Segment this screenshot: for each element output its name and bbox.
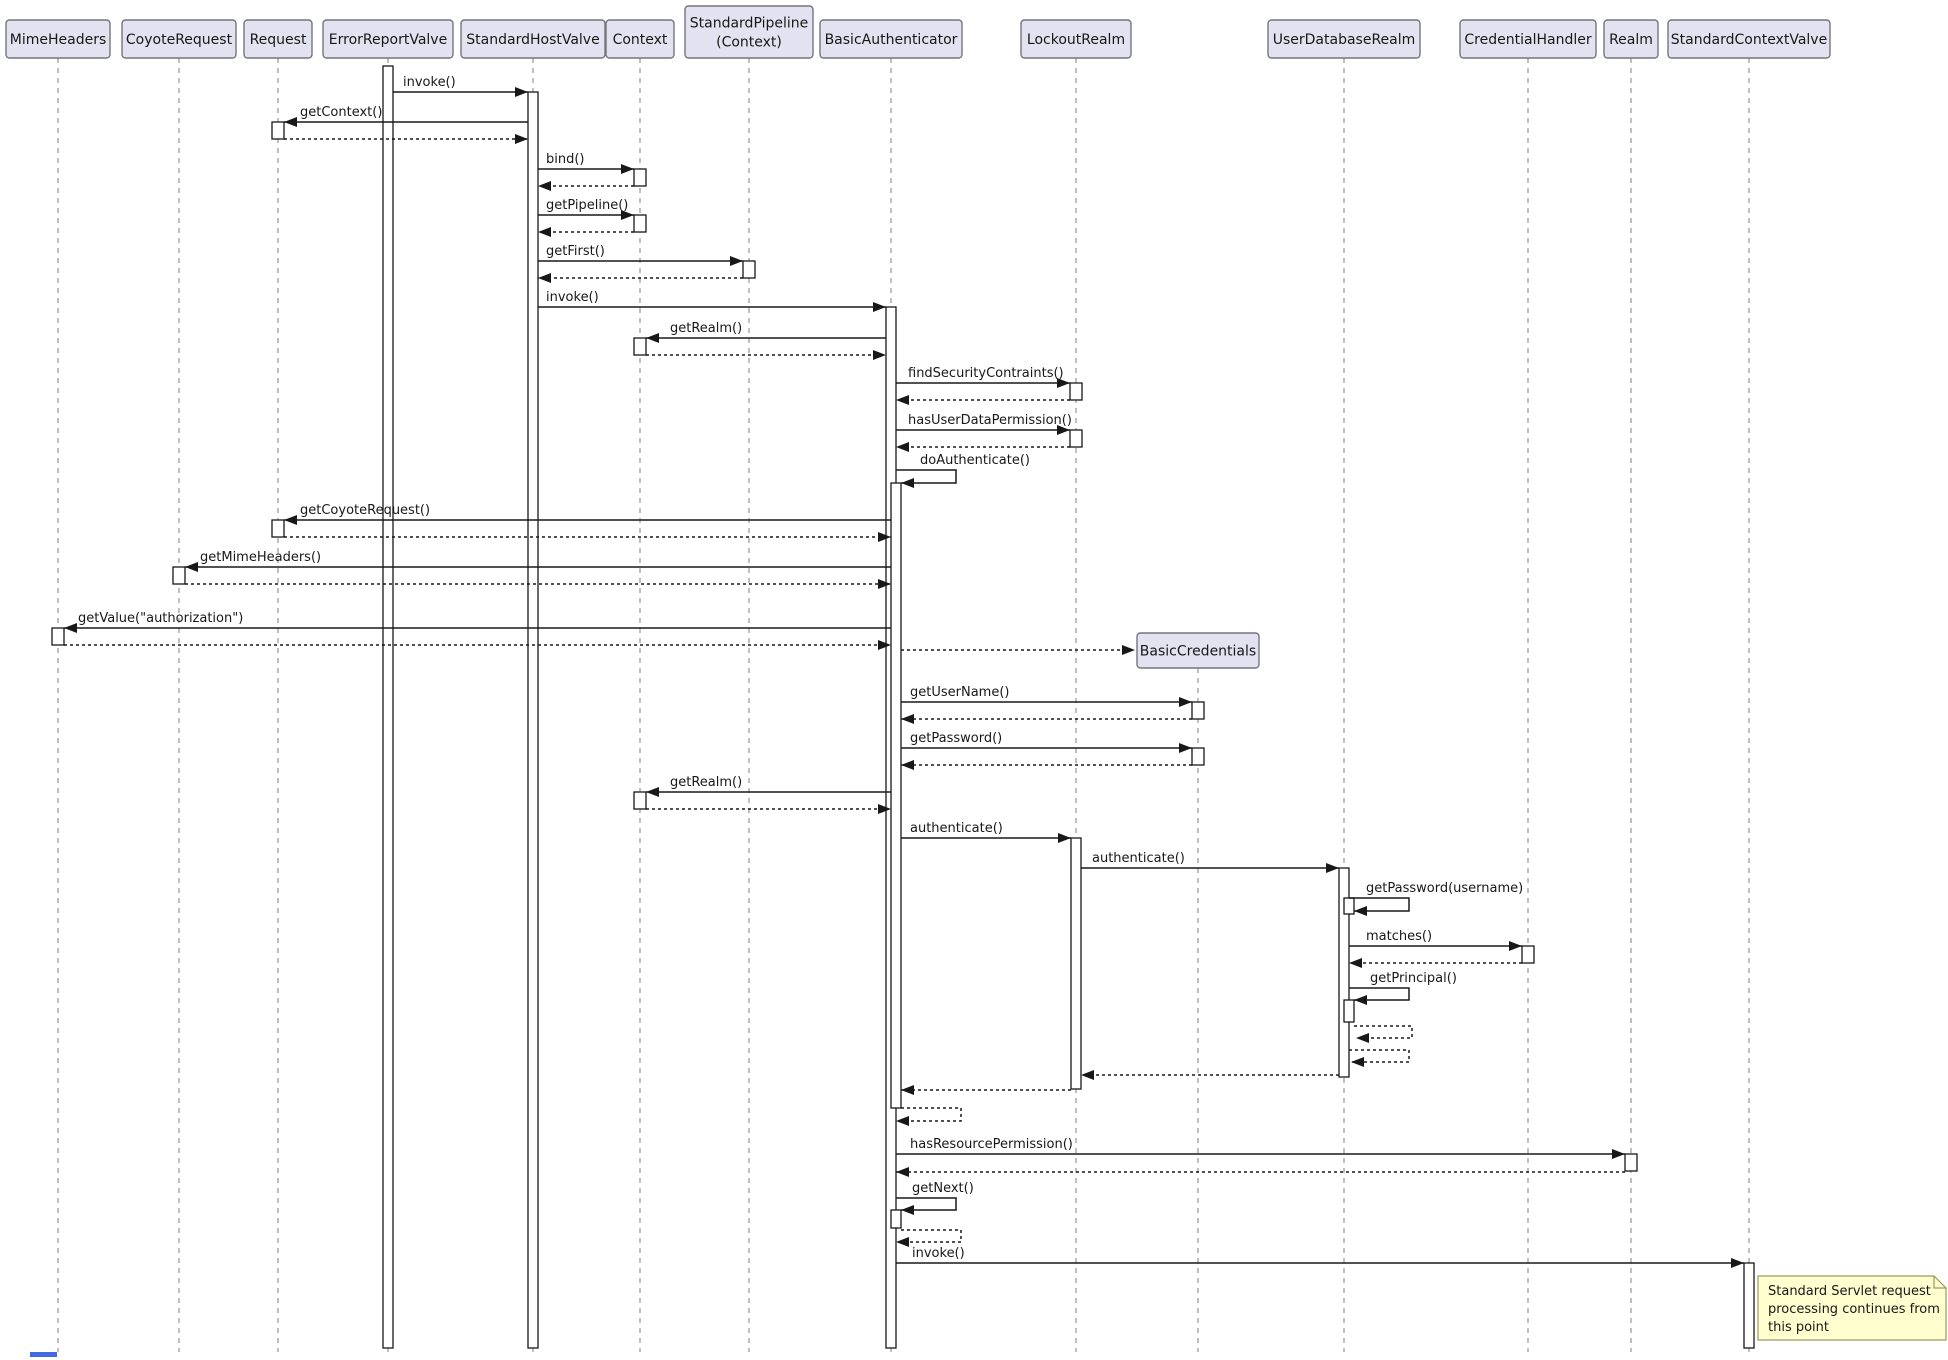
message-getpassword-username-self xyxy=(1349,897,1410,916)
return-self-2 xyxy=(1349,1049,1410,1067)
activation-userdatabaserealm-authenticate xyxy=(1338,867,1350,1078)
participant-box-userdatabaserealm xyxy=(1267,19,1421,59)
message-authenticate-2-label: authenticate() xyxy=(1092,851,1185,866)
participant-box-standardcontextvalve xyxy=(1667,19,1831,59)
activation-context-getrealm-2 xyxy=(633,791,647,810)
activation-basicauthenticator-doauthenticate xyxy=(890,482,902,1109)
activation-lockoutrealm-authenticate xyxy=(1070,837,1082,1090)
participant-label-errorreportvalve: ErrorReportValve xyxy=(329,32,447,48)
artifact-blue-bar xyxy=(30,1352,57,1357)
note xyxy=(1757,1275,1947,1341)
participant-label-basicauthenticator: BasicAuthenticator xyxy=(825,32,958,48)
message-getprincipal-self-label: getPrincipal() xyxy=(1370,971,1457,986)
activation-userdatabaserealm-getprincipal xyxy=(1343,999,1355,1023)
activation-lockoutrealm-hasuserdata xyxy=(1069,429,1083,448)
message-getvalue-authorization-label: getValue("authorization") xyxy=(78,611,243,626)
message-getfirst-label: getFirst() xyxy=(546,244,605,259)
participant-label-context: Context xyxy=(613,32,668,48)
participant-box-basiccredentials xyxy=(1136,632,1260,669)
participant-box-realm xyxy=(1603,19,1659,59)
participant-box-standardhostvalve xyxy=(460,19,606,59)
participant-box-standardpipeline xyxy=(684,5,814,59)
note-line: processing continues from xyxy=(1768,1302,1940,1317)
activation-request-getcontext xyxy=(271,121,285,140)
participant-box-request xyxy=(243,19,313,59)
note-fold-icon xyxy=(1933,1276,1946,1289)
note-line: Standard Servlet request xyxy=(1768,1284,1931,1299)
return-getnext-self xyxy=(896,1229,962,1247)
message-invoke-2-label: invoke() xyxy=(546,290,599,305)
message-getnext-self xyxy=(896,1197,957,1215)
activation-standardhostvalve xyxy=(527,91,539,1349)
activation-credentialhandler-matches xyxy=(1521,945,1535,964)
activation-errorreportvalve xyxy=(382,65,394,1349)
participant-box-context xyxy=(605,19,675,59)
message-hasuserdatapermission-label: hasUserDataPermission() xyxy=(908,413,1072,428)
message-hasresourcepermission-label: hasResourcePermission() xyxy=(910,1137,1073,1152)
activation-standardpipeline-getfirst xyxy=(742,260,756,279)
participant-box-lockoutrealm xyxy=(1020,19,1132,59)
message-getmimeheaders-label: getMimeHeaders() xyxy=(200,550,321,565)
activation-basicauthenticator-getnext xyxy=(890,1209,902,1229)
message-getcontext-label: getContext() xyxy=(300,105,382,120)
message-getnext-self-label: getNext() xyxy=(912,1181,974,1196)
activation-basiccredentials-getusername xyxy=(1191,701,1205,720)
activation-mimeheaders-getvalue xyxy=(51,627,65,646)
message-bind-label: bind() xyxy=(546,152,585,167)
participant-label-standardhostvalve: StandardHostValve xyxy=(466,32,599,48)
message-getrealm-2-label: getRealm() xyxy=(670,775,742,790)
participant-label-mimeheaders: MimeHeaders xyxy=(10,32,107,48)
message-getcoyoterequest-label: getCoyoteRequest() xyxy=(300,503,430,518)
participant-label-realm: Realm xyxy=(1609,32,1653,48)
activation-request-getcoyoterequest xyxy=(271,519,285,538)
activation-standardcontextvalve-invoke xyxy=(1743,1262,1755,1349)
message-findsecuritycontraints-label: findSecurityContraints() xyxy=(908,366,1064,381)
activation-lockoutrealm-findsecurity xyxy=(1069,382,1083,401)
participant-label-standardpipeline: StandardPipeline (Context) xyxy=(690,16,808,51)
message-matches-label: matches() xyxy=(1366,929,1432,944)
participant-box-errorreportvalve xyxy=(322,19,454,59)
message-getpassword-username-self-label: getPassword(username) xyxy=(1366,881,1523,896)
activation-realm-hasresourcepermission xyxy=(1624,1153,1638,1172)
participant-label-basiccredentials: BasicCredentials xyxy=(1140,644,1256,660)
activation-context-bind xyxy=(633,168,647,187)
participant-box-credentialhandler xyxy=(1459,19,1597,59)
message-getpassword-label: getPassword() xyxy=(910,731,1002,746)
participant-label-request: Request xyxy=(250,32,307,48)
message-invoke-3-label: invoke() xyxy=(912,1246,965,1261)
participant-box-mimeheaders xyxy=(5,19,111,59)
return-doauthenticate-self xyxy=(896,1107,962,1126)
activation-basiccredentials-getpassword xyxy=(1191,747,1205,766)
note-line: this point xyxy=(1768,1320,1829,1335)
return-self-1 xyxy=(1354,1025,1413,1043)
message-doauthenticate-self xyxy=(896,469,957,488)
activation-userdatabaserealm-getpassword xyxy=(1343,897,1355,915)
message-invoke-1-label: invoke() xyxy=(403,75,456,90)
message-getrealm-1-label: getRealm() xyxy=(670,321,742,336)
message-getprincipal-self xyxy=(1349,987,1410,1005)
participant-label-coyoterequest: CoyoteRequest xyxy=(126,32,233,48)
participant-label-standardcontextvalve: StandardContextValve xyxy=(1671,32,1827,48)
activation-coyoterequest-getmimeheaders xyxy=(172,566,186,585)
activation-context-getpipeline xyxy=(633,214,647,233)
message-doauthenticate-self-label: doAuthenticate() xyxy=(920,453,1030,468)
participant-label-userdatabaserealm: UserDatabaseRealm xyxy=(1273,32,1416,48)
message-getusername-label: getUserName() xyxy=(910,685,1009,700)
participant-label-lockoutrealm: LockoutRealm xyxy=(1027,32,1125,48)
participant-box-basicauthenticator xyxy=(819,19,963,59)
participant-label-credentialhandler: CredentialHandler xyxy=(1464,32,1591,48)
message-getpipeline-label: getPipeline() xyxy=(546,198,628,213)
participant-box-coyoterequest xyxy=(121,19,237,59)
message-authenticate-1-label: authenticate() xyxy=(910,821,1003,836)
activation-context-getrealm-1 xyxy=(633,337,647,356)
